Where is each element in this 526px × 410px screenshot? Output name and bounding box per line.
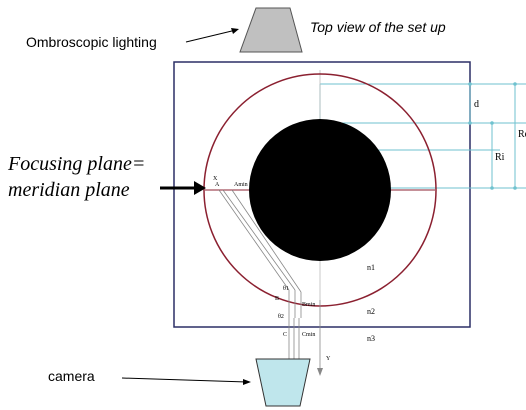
dimension-re-label: Re — [518, 129, 526, 140]
camera-icon — [255, 358, 311, 407]
point-bmin-label: Bmin — [302, 302, 315, 308]
focusing-plane-arrowhead — [194, 181, 206, 195]
point-c-label: C — [283, 332, 287, 338]
point-x-label: X — [213, 176, 218, 182]
medium-n3-label: n3 — [367, 334, 375, 343]
camera-pointer-head — [243, 379, 251, 385]
point-y-label: Y — [326, 356, 331, 362]
theta2-label: θ2 — [278, 314, 284, 320]
theta1-label: θ1 — [283, 286, 289, 292]
ray-paths — [218, 189, 302, 360]
top-lighting-label: Ombroscopic lighting — [26, 34, 157, 50]
point-a-label: A — [215, 182, 220, 188]
camera-label: camera — [48, 368, 95, 384]
top-view-label: Top view of the set up — [310, 19, 446, 35]
meridian-plane-label: meridian plane — [8, 179, 130, 201]
point-b-label: B — [275, 296, 279, 302]
point-amin-label: Amin — [234, 182, 248, 188]
focusing-plane-label: Focusing plane= — [7, 153, 145, 175]
lighting-pointer-arrow — [185, 29, 237, 43]
point-cmin-label: Cmin — [302, 332, 315, 338]
inner-disc — [249, 119, 391, 261]
lamp-icon — [239, 7, 303, 53]
medium-n1-label: n1 — [367, 263, 375, 272]
lighting-pointer-head — [231, 28, 239, 34]
dimension-ri-label: Ri — [495, 152, 505, 163]
dimension-ticks — [468, 82, 517, 190]
dimension-d-label: d — [474, 99, 479, 110]
setup-frame — [173, 61, 471, 328]
camera-pointer-arrow — [121, 377, 248, 383]
y-axis-arrowhead — [317, 368, 323, 376]
medium-n2-label: n2 — [367, 307, 375, 316]
